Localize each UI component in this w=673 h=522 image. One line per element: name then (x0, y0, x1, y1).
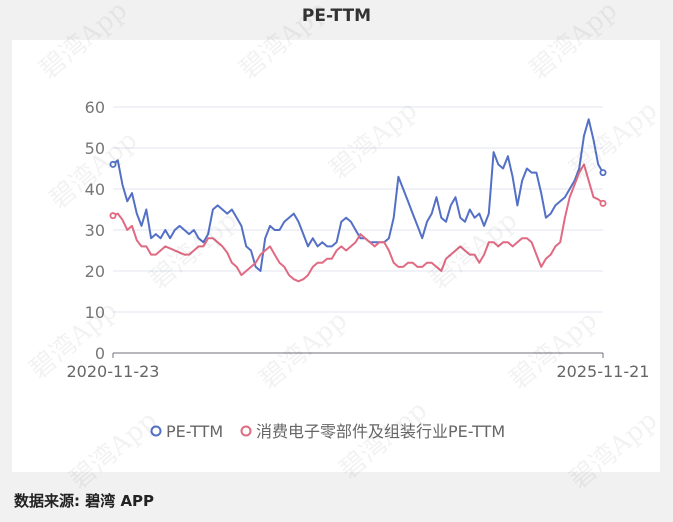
legend-label-pe-ttm: PE-TTM (166, 422, 223, 441)
x-axis: 2020-11-23 2025-11-21 (67, 352, 650, 381)
series-1-end-point (599, 199, 607, 207)
legend-marker-industry-pe-ttm (240, 425, 252, 437)
series-0-end-point (599, 169, 607, 177)
legend: PE-TTM 消费电子零部件及组装行业PE-TTM (150, 422, 505, 441)
legend-label-industry-pe-ttm: 消费电子零部件及组装行业PE-TTM (256, 422, 505, 441)
x-tick-label-start: 2020-11-23 (67, 362, 160, 381)
source-note: 数据来源: 碧湾 APP (14, 492, 155, 510)
line-chart: 0 10 20 30 40 50 60 2020-11-23 2025-11-21 PE-T… (67, 98, 650, 441)
chart-card: 0 10 20 30 40 50 60 2020-11-23 2025-11-21 PE-T… (12, 40, 660, 472)
series-lines (109, 118, 607, 283)
y-tick-label-50: 50 (85, 139, 105, 158)
y-tick-label-0: 0 (95, 344, 105, 363)
series-0-start-point (109, 160, 117, 168)
y-tick-label-10: 10 (85, 303, 105, 322)
y-axis: 0 10 20 30 40 50 60 (85, 98, 105, 363)
legend-marker-pe-ttm (150, 425, 162, 437)
y-tick-label-40: 40 (85, 180, 105, 199)
y-tick-label-20: 20 (85, 262, 105, 281)
series-line-0 (112, 118, 604, 272)
y-tick-label-60: 60 (85, 98, 105, 117)
series-line-1 (112, 163, 604, 283)
y-tick-label-30: 30 (85, 221, 105, 240)
page-title: PE-TTM (301, 6, 372, 26)
series-1-start-point (109, 212, 117, 220)
x-tick-label-end: 2025-11-21 (557, 362, 650, 381)
grid-lines (113, 106, 603, 313)
